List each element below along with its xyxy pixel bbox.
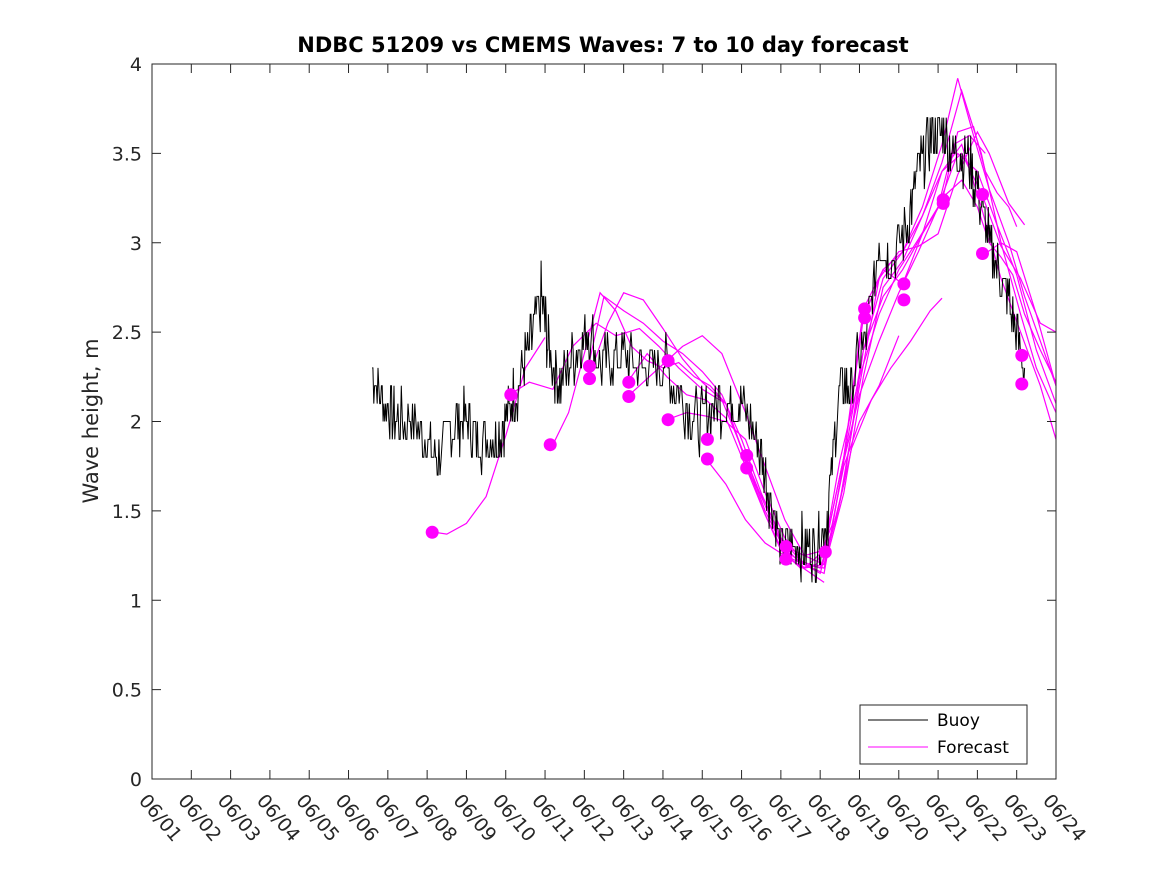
y-tick-label: 0.5 [112, 680, 142, 702]
forecast-marker [700, 452, 714, 466]
forecast-marker [583, 372, 596, 386]
legend-buoy-label: Buoy [937, 711, 980, 731]
forecast-markers [425, 188, 1029, 566]
forecast-marker [504, 388, 518, 402]
chart-title: NDBC 51209 vs CMEMS Waves: 7 to 10 day f… [297, 33, 908, 57]
forecast-marker [740, 461, 754, 475]
forecast-marker [1015, 348, 1029, 362]
y-tick-label: 2.5 [112, 322, 142, 344]
axes-background [152, 64, 1056, 779]
forecast-marker [897, 277, 911, 291]
y-tick-label: 1.5 [112, 501, 142, 523]
forecast-marker [858, 302, 872, 316]
forecast-marker [661, 413, 675, 427]
forecast-marker [936, 196, 950, 210]
forecast-marker [740, 449, 754, 462]
forecast-marker [622, 390, 636, 403]
forecast-marker [976, 188, 989, 201]
buoy-trace [372, 117, 1026, 583]
forecast-marker [779, 540, 793, 554]
y-tick-label: 3.5 [112, 143, 142, 165]
forecast-marker [622, 375, 636, 389]
forecast-marker [818, 545, 832, 559]
forecast-marker [543, 438, 557, 452]
forecast-marker [661, 354, 675, 368]
forecast-marker [700, 432, 714, 446]
forecast-line-13 [945, 179, 1057, 383]
forecast-marker [779, 552, 793, 566]
y-tick-label: 2 [130, 412, 142, 434]
forecast-marker [583, 359, 596, 373]
y-tick-label: 4 [130, 54, 142, 76]
y-tick-label: 3 [130, 233, 142, 255]
y-tick-labels: 0 0.5 1 1.5 2 2.5 3 3.5 4 [112, 54, 142, 791]
buoy-line [372, 117, 1026, 583]
forecast-marker [1015, 377, 1029, 391]
legend-forecast-label: Forecast [937, 738, 1009, 758]
legend-box [859, 704, 1028, 765]
forecast-marker [858, 311, 872, 325]
y-axis-label: Wave height, m [79, 338, 103, 503]
forecast-marker [976, 247, 989, 260]
forecast-line-14 [984, 242, 1057, 386]
forecast-marker [425, 525, 439, 539]
forecast-marker [897, 293, 911, 307]
plot-area [151, 63, 1057, 780]
legend: Buoy Forecast [859, 704, 1028, 765]
y-tick-label: 1 [130, 590, 142, 612]
y-tick-label: 0 [130, 769, 142, 791]
forecast-line-1 [434, 337, 546, 535]
axis-ticks [151, 63, 1057, 780]
